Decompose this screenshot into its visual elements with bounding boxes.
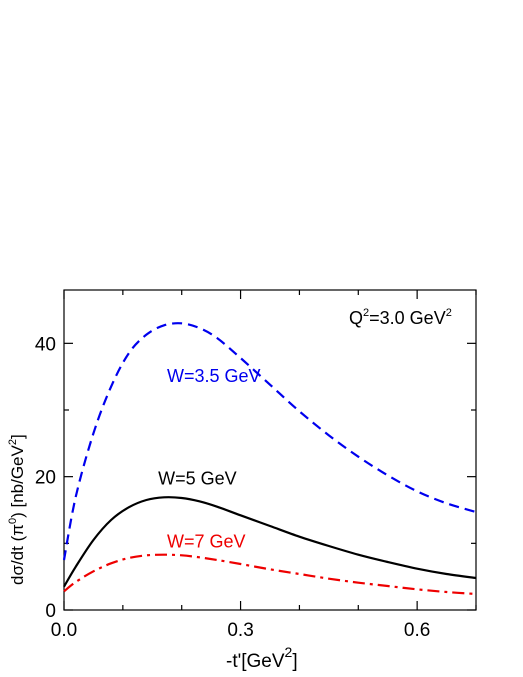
annotation-label: Q2=3.0 GeV2 — [349, 307, 452, 328]
chart-labels: 0.0 0.3 0.6 0 20 40 W=3.5 GeV W=5 GeV W=7 GeV — [35, 334, 430, 641]
x-axis-label: -t'[GeV2] — [226, 644, 298, 672]
y-tick-label: 0 — [45, 601, 56, 622]
series-line-1 — [62, 322, 477, 561]
series-label-1: W=3.5 GeV — [167, 366, 261, 386]
x-tick-label: 0.3 — [227, 620, 253, 641]
series-label-2: W=5 GeV — [158, 469, 237, 489]
data-curves — [62, 322, 477, 596]
series-line-2 — [63, 496, 477, 588]
series-label-3: W=7 GeV — [167, 531, 246, 551]
y-tick-label: 20 — [35, 468, 56, 489]
plot-frame — [63, 289, 477, 611]
x-tick-label: 0.0 — [51, 620, 77, 641]
series-line-3 — [63, 553, 477, 596]
y-tick-label: 40 — [35, 334, 56, 355]
x-tick-label: 0.6 — [404, 620, 430, 641]
axis-ticks — [63, 290, 477, 611]
y-axis-label: dσ/dt (π0) [nb/GeV2] — [7, 434, 27, 585]
